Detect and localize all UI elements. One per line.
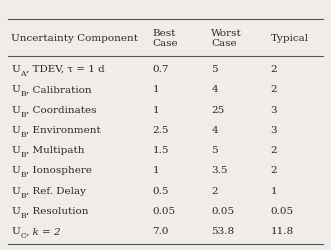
Text: 2: 2 — [270, 65, 277, 74]
Text: U: U — [11, 166, 20, 175]
Text: , Ref. Delay: , Ref. Delay — [26, 187, 86, 196]
Text: 11.8: 11.8 — [270, 227, 294, 236]
Text: , Ionosphere: , Ionosphere — [26, 166, 92, 175]
Text: , Coordinates: , Coordinates — [26, 106, 97, 115]
Text: 2: 2 — [270, 86, 277, 94]
Text: U: U — [11, 207, 20, 216]
Text: U: U — [11, 146, 20, 155]
Text: 2: 2 — [270, 166, 277, 175]
Text: 0.5: 0.5 — [152, 187, 169, 196]
Text: U: U — [11, 126, 20, 135]
Text: 2.5: 2.5 — [152, 126, 169, 135]
Text: U: U — [11, 227, 20, 236]
Text: U: U — [11, 187, 20, 196]
Text: 25: 25 — [212, 106, 225, 115]
Text: 0.7: 0.7 — [152, 65, 169, 74]
Text: 7.0: 7.0 — [152, 227, 169, 236]
Text: U: U — [11, 86, 20, 94]
Text: C: C — [21, 232, 26, 240]
Text: A: A — [21, 70, 26, 78]
Text: 53.8: 53.8 — [212, 227, 235, 236]
Text: B: B — [21, 110, 26, 118]
Text: B: B — [21, 172, 26, 179]
Text: Best
Case: Best Case — [152, 29, 178, 48]
Text: B: B — [21, 192, 26, 200]
Text: B: B — [21, 90, 26, 98]
Text: Typical: Typical — [270, 34, 308, 43]
Text: 1: 1 — [152, 106, 159, 115]
Text: 0.05: 0.05 — [152, 207, 175, 216]
Text: Worst
Case: Worst Case — [212, 29, 242, 48]
Text: 3: 3 — [270, 106, 277, 115]
Text: B: B — [21, 131, 26, 139]
Text: 3: 3 — [270, 126, 277, 135]
Text: 0.05: 0.05 — [212, 207, 235, 216]
Text: , Multipath: , Multipath — [26, 146, 85, 155]
Text: 2: 2 — [270, 146, 277, 155]
Text: 5: 5 — [212, 65, 218, 74]
Text: , Environment: , Environment — [26, 126, 101, 135]
Text: Uncertainty Component: Uncertainty Component — [11, 34, 138, 43]
Text: , TDEV, τ = 1 d: , TDEV, τ = 1 d — [26, 65, 105, 74]
Text: 1: 1 — [152, 166, 159, 175]
Text: B: B — [21, 212, 26, 220]
Text: U: U — [11, 65, 20, 74]
Text: 0.05: 0.05 — [270, 207, 294, 216]
Text: , k = 2: , k = 2 — [26, 227, 61, 236]
Text: 1: 1 — [152, 86, 159, 94]
Text: 4: 4 — [212, 86, 218, 94]
Text: , Calibration: , Calibration — [26, 86, 92, 94]
Text: 2: 2 — [212, 187, 218, 196]
Text: 1: 1 — [270, 187, 277, 196]
Text: , Resolution: , Resolution — [26, 207, 89, 216]
Text: U: U — [11, 106, 20, 115]
Text: 5: 5 — [212, 146, 218, 155]
Text: 3.5: 3.5 — [212, 166, 228, 175]
Text: B: B — [21, 151, 26, 159]
Text: 1.5: 1.5 — [152, 146, 169, 155]
Text: 4: 4 — [212, 126, 218, 135]
